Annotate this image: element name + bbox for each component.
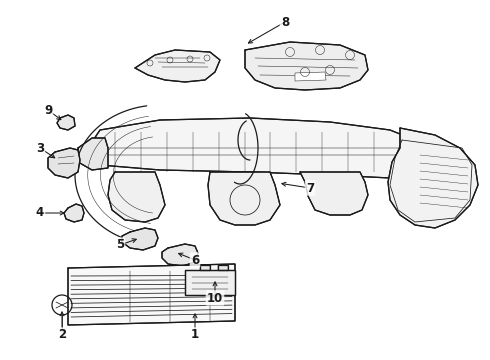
Text: 2: 2 <box>58 328 66 342</box>
Text: 6: 6 <box>191 253 199 266</box>
Text: 3: 3 <box>36 141 44 154</box>
Polygon shape <box>135 50 220 82</box>
Polygon shape <box>108 172 165 222</box>
Polygon shape <box>68 264 235 325</box>
Polygon shape <box>300 172 368 215</box>
Polygon shape <box>57 115 75 130</box>
Polygon shape <box>64 204 84 222</box>
Polygon shape <box>162 244 198 266</box>
Text: 5: 5 <box>116 238 124 252</box>
Polygon shape <box>295 72 326 81</box>
Polygon shape <box>90 118 420 178</box>
Polygon shape <box>78 138 108 170</box>
Polygon shape <box>218 265 228 270</box>
Polygon shape <box>122 228 158 250</box>
Text: 1: 1 <box>191 328 199 342</box>
Text: 10: 10 <box>207 292 223 305</box>
Polygon shape <box>200 265 210 270</box>
Text: 9: 9 <box>44 104 52 117</box>
Polygon shape <box>185 270 235 295</box>
Polygon shape <box>48 148 80 178</box>
Text: 4: 4 <box>36 207 44 220</box>
Polygon shape <box>388 128 478 228</box>
Polygon shape <box>208 172 280 225</box>
Polygon shape <box>245 42 368 90</box>
Text: 8: 8 <box>281 15 289 28</box>
Text: 7: 7 <box>306 181 314 194</box>
